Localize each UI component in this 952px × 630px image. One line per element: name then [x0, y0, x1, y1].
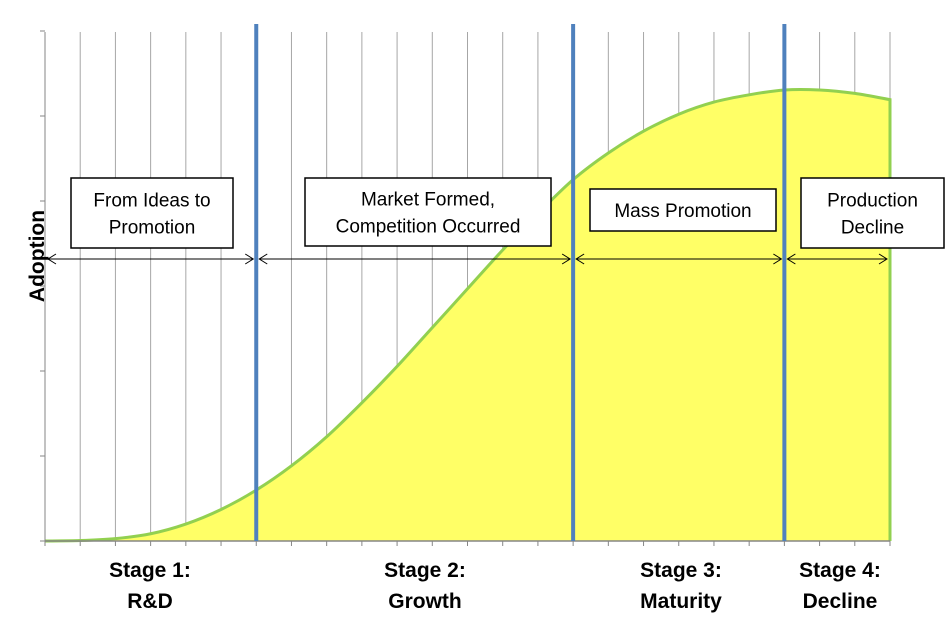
stage-label: Stage 4: Decline: [799, 559, 881, 613]
span-arrow: [786, 253, 888, 265]
span-arrow: [258, 253, 572, 265]
adoption-curve: [44, 87, 892, 543]
stage-number: Stage 4:: [799, 559, 881, 582]
stage-dividers: [254, 24, 787, 541]
annotation-box: Market Formed, Competition Occurred: [304, 177, 552, 247]
span-arrow: [575, 253, 783, 265]
stage-labels: Stage 1: R&D Stage 2: Growth Stage 3: Maturit…: [109, 559, 881, 613]
annotation-text: Production: [827, 191, 918, 212]
stage-label: Stage 1: R&D: [109, 559, 191, 613]
stage-number: Stage 1:: [109, 559, 191, 582]
annotation-text: Mass Promotion: [614, 201, 751, 222]
axes: [40, 30, 891, 546]
annotation-text: Market Formed,: [361, 190, 495, 211]
span-arrow: [47, 253, 255, 265]
stage-span-arrows: [47, 253, 888, 265]
y-axis-label: Adoption: [26, 210, 49, 302]
annotation-box: Production Decline: [800, 177, 945, 249]
stage-label: Stage 2: Growth: [384, 559, 466, 613]
stage-name: Growth: [388, 590, 462, 613]
annotation-text: Decline: [841, 218, 904, 239]
annotation-boxes: From Ideas to Promotion Market Formed, Comp…: [70, 177, 945, 249]
annotation-box: From Ideas to Promotion: [70, 177, 234, 249]
annotation-text: Promotion: [109, 218, 196, 239]
annotation-text: From Ideas to: [93, 191, 210, 212]
stage-label: Stage 3: Maturity: [640, 559, 722, 613]
stage-name: R&D: [127, 590, 173, 613]
annotation-box: Mass Promotion: [589, 188, 777, 232]
stage-name: Maturity: [640, 590, 722, 613]
stage-name: Decline: [803, 590, 878, 613]
annotation-text: Competition Occurred: [336, 217, 521, 238]
stage-number: Stage 2:: [384, 559, 466, 582]
stage-number: Stage 3:: [640, 559, 722, 582]
